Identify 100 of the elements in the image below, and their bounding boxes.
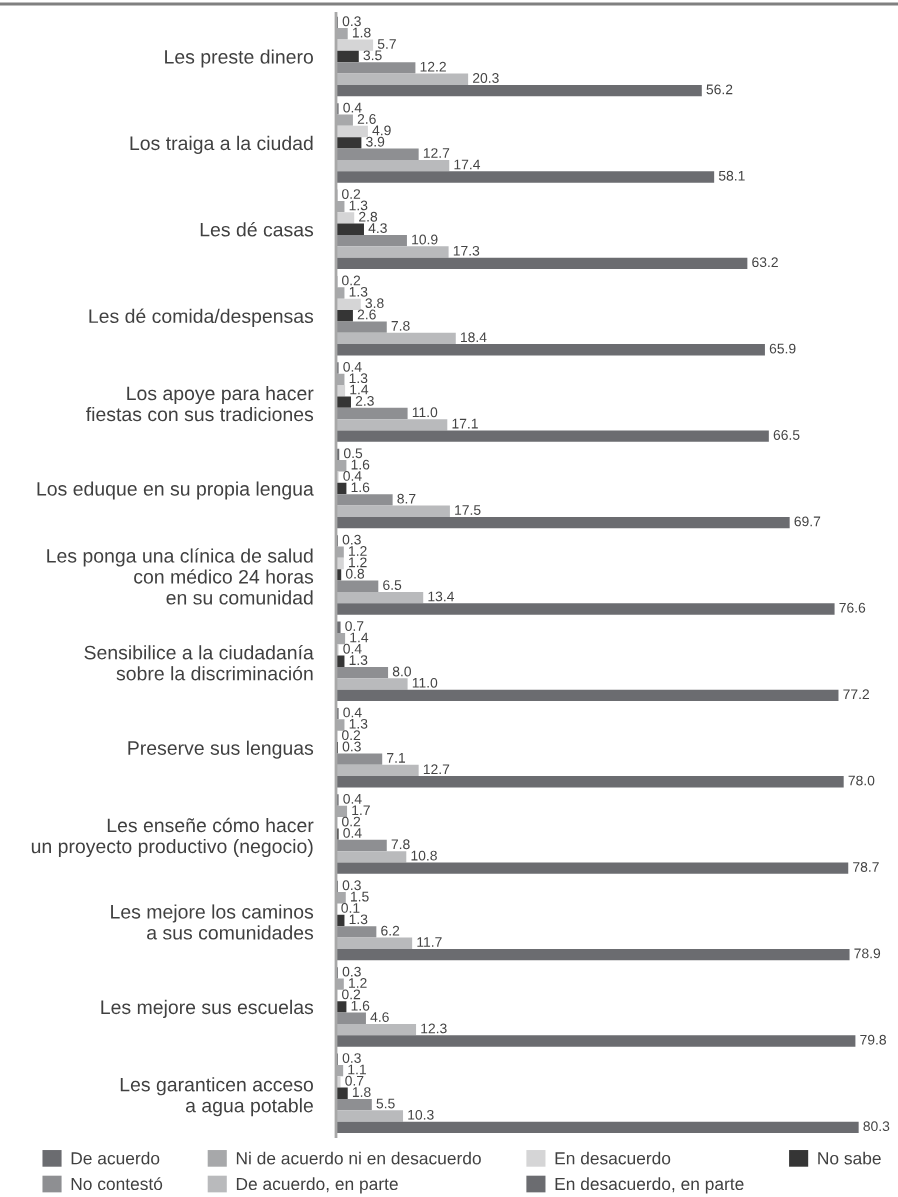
- data-label: 17.3: [453, 245, 480, 256]
- data-label: 0.4: [343, 793, 362, 804]
- data-label: 1.5: [350, 891, 369, 902]
- data-label: 12.7: [423, 764, 450, 774]
- data-label: 2.3: [355, 395, 374, 406]
- data-label: 6.2: [381, 925, 400, 936]
- data-label: 1.8: [352, 27, 371, 38]
- data-label: 17.1: [452, 418, 478, 429]
- data-label: 0.3: [342, 966, 361, 977]
- y-tick-label: Les ponga una clínica de salud con médico 24 horas en su comunidad: [47, 548, 314, 605]
- y-tick-label: Les mejore los caminos a sus comunidades: [111, 904, 314, 940]
- data-label: 12.7: [423, 148, 450, 158]
- data-label: 5.7: [377, 39, 396, 49]
- data-label: 80.3: [863, 1121, 890, 1132]
- data-label: 0.2: [342, 816, 361, 827]
- data-label: 78.9: [854, 948, 881, 959]
- data-label: 8.0: [392, 666, 411, 677]
- data-label: 1.8: [352, 1087, 371, 1098]
- data-label: 78.7: [853, 862, 879, 872]
- data-label: 0.4: [343, 643, 362, 654]
- data-label: 0.7: [345, 621, 364, 631]
- y-tick-label: Preserve sus lenguas: [128, 740, 314, 759]
- data-label: 0.7: [345, 1075, 364, 1086]
- data-label: 3.8: [365, 298, 384, 309]
- data-label: 1.6: [351, 1000, 370, 1011]
- data-label: 0.2: [342, 275, 361, 286]
- y-tick-label: Los eduque en su propia lengua: [37, 481, 314, 500]
- data-label: 12.3: [421, 1023, 447, 1034]
- data-label: 1.3: [349, 914, 368, 925]
- data-label: 69.7: [794, 516, 821, 527]
- data-label: 2.6: [357, 309, 376, 320]
- data-label: 63.2: [752, 257, 778, 268]
- data-label: 17.4: [454, 159, 481, 170]
- y-tick-label: Les garanticen acceso a agua potable: [120, 1077, 313, 1117]
- legend-label: No contestó: [71, 1177, 163, 1191]
- data-label: 6.5: [383, 580, 402, 590]
- data-label: 4.6: [370, 1012, 389, 1022]
- data-label: 0.3: [342, 741, 361, 752]
- data-label: 1.2: [349, 557, 367, 568]
- data-label: 7.8: [391, 839, 410, 850]
- data-label: 10.9: [412, 234, 438, 245]
- y-tick-label: Les dé comida/despensas: [89, 308, 314, 327]
- y-tick-label: Les mejore sus escuelas: [101, 999, 314, 1018]
- data-label: 0.4: [343, 102, 362, 113]
- data-label: 0.3: [342, 1053, 361, 1063]
- data-label: 1.4: [350, 632, 369, 643]
- data-label: 0.4: [343, 707, 362, 718]
- y-tick-label: Les dé casas: [200, 222, 314, 237]
- data-label: 7.8: [391, 320, 410, 331]
- data-label: 1.4: [350, 384, 369, 395]
- data-label: 58.1: [718, 170, 745, 181]
- data-label: 18.4: [460, 332, 487, 343]
- data-label: 7.1: [387, 753, 406, 763]
- data-label: 1.2: [349, 546, 367, 556]
- data-label: 3.5: [363, 50, 382, 61]
- data-label: 0.4: [343, 827, 362, 838]
- data-label: 17.5: [455, 505, 481, 515]
- data-label: 4.9: [372, 125, 391, 136]
- legend-label: En desacuerdo: [555, 1151, 671, 1165]
- data-label: 12.2: [420, 61, 446, 72]
- data-label: 0.3: [342, 880, 361, 891]
- data-label: 77.2: [843, 689, 869, 699]
- data-label: 3.9: [366, 136, 385, 147]
- data-label: 79.8: [860, 1034, 886, 1045]
- data-label: 10.8: [411, 850, 437, 861]
- data-label: 1.3: [349, 718, 368, 729]
- data-label: 1.6: [351, 459, 370, 470]
- y-tick-label: Sensibilice a la ciudadanía sobre la discriminación: [84, 644, 314, 681]
- data-label: 4.3: [368, 223, 387, 234]
- legend-label: De acuerdo: [71, 1151, 160, 1165]
- data-label: 0.4: [343, 471, 362, 481]
- data-label: 5.5: [376, 1098, 395, 1109]
- data-label: 1.1: [348, 1064, 366, 1075]
- legend-label: Ni de acuerdo ni en desacuerdo: [236, 1151, 481, 1165]
- data-label: 0.4: [343, 361, 362, 372]
- data-label: 56.2: [706, 84, 733, 95]
- data-label: 0.8: [345, 568, 365, 579]
- y-tick-label: Los apoye para hacer fiestas con sus tradiciones: [86, 385, 314, 422]
- data-label: 0.3: [342, 534, 361, 545]
- data-label: 11.0: [412, 407, 438, 418]
- legend-label: En desacuerdo, en parte: [555, 1177, 744, 1194]
- data-label: 0.5: [343, 448, 363, 459]
- data-label: 2.6: [357, 114, 376, 124]
- data-label: 1.7: [352, 805, 370, 815]
- data-label: 66.5: [773, 430, 800, 440]
- data-label: 0.2: [342, 730, 361, 741]
- data-label: 0.1: [341, 903, 360, 913]
- data-label: 11.0: [412, 677, 438, 688]
- data-label: 1.3: [349, 200, 368, 211]
- data-label: 11.7: [417, 937, 442, 947]
- data-label: 65.9: [769, 343, 796, 354]
- data-label: 76.6: [839, 602, 866, 613]
- data-label: 8.7: [397, 493, 416, 504]
- data-label: 1.3: [349, 655, 368, 666]
- data-label: 10.3: [408, 1109, 434, 1120]
- data-label: 1.3: [349, 286, 368, 297]
- data-label: 0.3: [342, 16, 361, 27]
- data-label: 0.2: [342, 989, 361, 1000]
- data-label: 1.3: [349, 373, 368, 384]
- data-label: 78.0: [848, 775, 875, 786]
